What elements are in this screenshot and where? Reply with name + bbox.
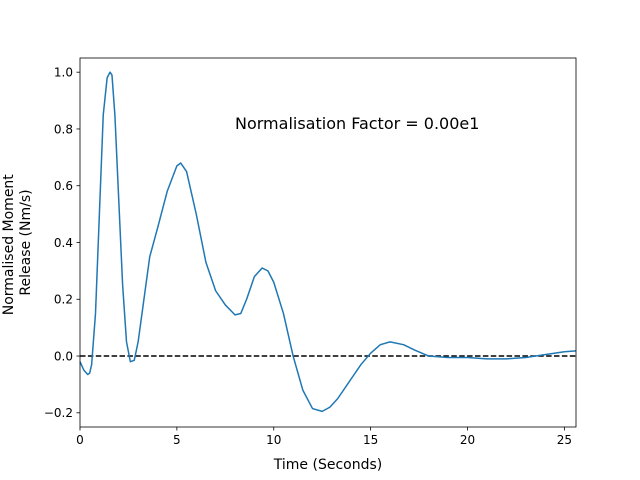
x-tick-label: 25 [557, 433, 572, 447]
y-tick-label: −0.2 [44, 406, 73, 420]
y-axis-title-line-1: Normalised Moment [1, 174, 17, 316]
y-axis-title: Normalised Moment Release (Nm/s) [1, 170, 34, 316]
annotation-normalisation-factor: Normalisation Factor = 0.00e1 [235, 114, 479, 133]
y-axis-title-line-2: Release (Nm/s) [18, 189, 34, 295]
plot-area: 0 5 10 15 20 25 −0.2 0.0 0.2 0.4 0.6 0.8 1.0 [44, 57, 577, 447]
x-tick-label: 5 [173, 433, 181, 447]
y-tick-label: 1.0 [54, 65, 73, 79]
x-tick-label: 10 [266, 433, 281, 447]
x-tick-label: 15 [363, 433, 378, 447]
x-axis-title: Time (Seconds) [273, 457, 382, 473]
x-tick-label: 20 [460, 433, 475, 447]
y-tick-label: 0.6 [54, 179, 73, 193]
y-tick-label: 0.2 [54, 293, 73, 307]
y-tick-label: 0.4 [54, 236, 73, 250]
series-line-0 [79, 71, 577, 413]
x-tick-label: 0 [76, 433, 84, 447]
y-tick-label: 0.0 [54, 349, 73, 363]
y-tick-label: 0.8 [54, 122, 73, 136]
